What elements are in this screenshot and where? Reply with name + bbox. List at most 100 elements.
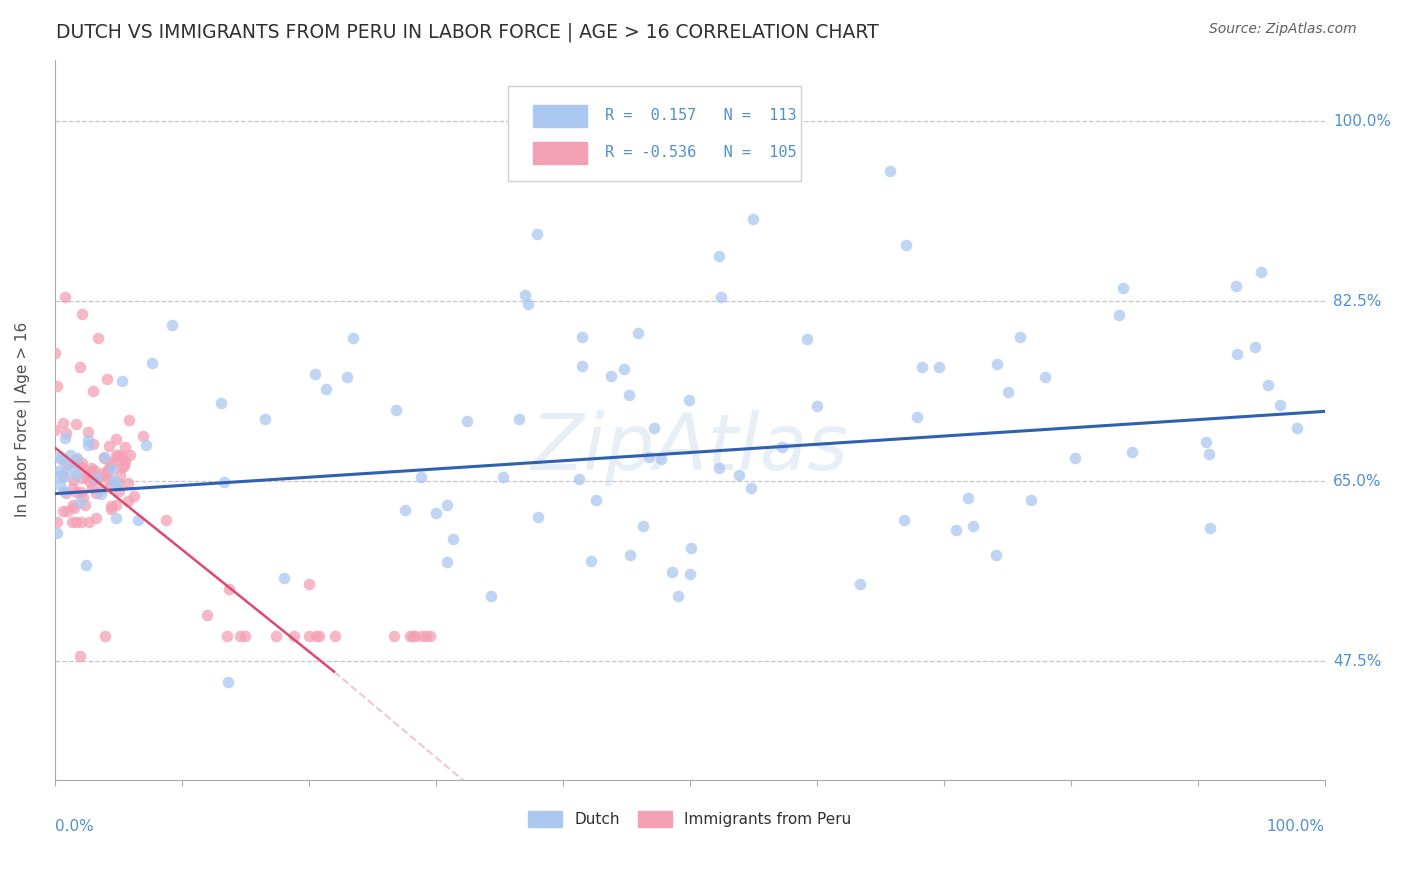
Point: [209, 396, 232, 410]
Point: [65, 516, 87, 530]
Point: [384, 402, 406, 417]
Point: [100, 458, 122, 472]
Point: [195, 608, 218, 623]
Point: [73, 498, 96, 512]
Point: [62, 462, 84, 476]
Point: [1198, 521, 1220, 535]
Point: [45, 516, 67, 530]
Point: [56, 504, 79, 518]
Point: [84, 511, 107, 525]
Point: [60, 516, 83, 530]
Point: [107, 484, 129, 499]
Point: [118, 448, 141, 462]
Point: [709, 249, 731, 263]
FancyBboxPatch shape: [533, 143, 586, 164]
Point: [1270, 398, 1292, 412]
Point: [53, 290, 76, 304]
Point: [526, 227, 548, 242]
Point: [928, 360, 950, 375]
Point: [90, 487, 112, 501]
Point: [118, 412, 141, 426]
Point: [217, 629, 239, 643]
Point: [315, 382, 337, 396]
Point: [97, 461, 120, 475]
Point: [65, 468, 87, 483]
Point: [84, 472, 107, 486]
Point: [87, 331, 110, 345]
Point: [49, 477, 72, 491]
Point: [678, 392, 700, 407]
Point: [70, 456, 93, 470]
Point: [72, 490, 94, 504]
Point: [233, 629, 256, 643]
Point: [111, 450, 134, 465]
Point: [409, 470, 432, 484]
Point: [46, 525, 69, 540]
Point: [135, 438, 157, 452]
Point: [77, 516, 100, 530]
Point: [114, 440, 136, 454]
Point: [323, 629, 346, 643]
Point: [441, 532, 464, 546]
Point: [253, 412, 276, 426]
Point: [44, 423, 66, 437]
Point: [51, 451, 73, 466]
Point: [1244, 340, 1267, 354]
Point: [79, 461, 101, 475]
Point: [399, 629, 422, 643]
Point: [492, 470, 515, 484]
Point: [91, 482, 114, 496]
Point: [1019, 492, 1042, 507]
Point: [104, 475, 127, 490]
Point: [84, 486, 107, 500]
Point: [103, 475, 125, 489]
Point: [436, 498, 458, 512]
Point: [82, 481, 104, 495]
Point: [122, 489, 145, 503]
Point: [666, 589, 689, 603]
Point: [59, 448, 82, 462]
Point: [58, 458, 80, 472]
Text: R =  0.157   N =  113: R = 0.157 N = 113: [605, 108, 796, 122]
Point: [55, 486, 77, 500]
Point: [298, 629, 321, 643]
Point: [55, 425, 77, 440]
Point: [105, 449, 128, 463]
Point: [83, 463, 105, 477]
Point: [579, 554, 602, 568]
Point: [513, 288, 536, 302]
Point: [96, 372, 118, 386]
Point: [155, 513, 177, 527]
Point: [65, 453, 87, 467]
Point: [105, 510, 128, 524]
Point: [65, 485, 87, 500]
Point: [63, 500, 86, 515]
FancyBboxPatch shape: [508, 87, 801, 180]
Point: [100, 499, 122, 513]
Y-axis label: In Labor Force | Age > 16: In Labor Force | Age > 16: [15, 322, 31, 517]
Point: [52, 468, 75, 483]
Point: [796, 333, 818, 347]
Point: [568, 472, 591, 486]
Point: [298, 577, 321, 591]
Point: [108, 468, 131, 483]
Point: [217, 674, 239, 689]
Text: DUTCH VS IMMIGRANTS FROM PERU IN LABOR FORCE | AGE > 16 CORRELATION CHART: DUTCH VS IMMIGRANTS FROM PERU IN LABOR F…: [56, 22, 879, 42]
Point: [479, 589, 502, 603]
Point: [336, 370, 359, 384]
Point: [404, 629, 426, 643]
Point: [69, 360, 91, 375]
Point: [76, 434, 98, 448]
Point: [69, 649, 91, 664]
Point: [571, 359, 593, 373]
Text: 82.5%: 82.5%: [1333, 293, 1381, 309]
Point: [45, 468, 67, 483]
Point: [631, 519, 654, 533]
Point: [411, 629, 433, 643]
Point: [770, 441, 793, 455]
Point: [97, 472, 120, 486]
Point: [75, 558, 97, 572]
Point: [70, 516, 93, 530]
Point: [114, 455, 136, 469]
Point: [62, 481, 84, 495]
